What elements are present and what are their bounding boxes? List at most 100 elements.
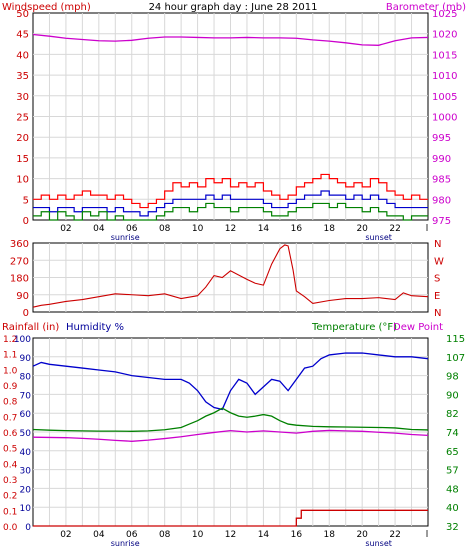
barometer-tick-label: 1000: [432, 113, 457, 124]
rainfall-tick-label: 0.2: [3, 492, 17, 502]
wind-x-tick-label: 16: [291, 224, 303, 234]
wind-tick-label: 0: [23, 216, 29, 227]
rainfall-tick-label: 1.0: [3, 366, 18, 376]
humidity-tick-label: 30: [20, 467, 32, 477]
wind-x-tick-label: 06: [126, 224, 138, 234]
compass-tick-label: S: [434, 274, 440, 285]
compass-tick-label: W: [434, 256, 444, 267]
temperature-tick-label: 57: [446, 466, 459, 477]
temperature-tick-label: 90: [446, 390, 459, 401]
rainfall-tick-label: 0.4: [3, 460, 18, 470]
wind-x-tick-label: 20: [356, 224, 368, 234]
wind-tick-label: 15: [16, 154, 29, 165]
humidity-tick-label: 0: [25, 523, 31, 533]
barometer-line: [32, 33, 429, 46]
temperature-tick-label: 32: [446, 522, 459, 533]
wind-tick-label: 10: [16, 175, 29, 186]
humidity-x-tick-label: 12: [225, 530, 236, 540]
temperature-tick-label: 115: [446, 334, 465, 345]
humidity-x-tick-label: 22: [389, 530, 400, 540]
humidity-x-tick-label: 16: [291, 530, 303, 540]
wind-tick-label: 20: [16, 133, 29, 144]
humidity-x-tick-label: 20: [356, 530, 368, 540]
wind-x-tick-label: l: [426, 224, 429, 234]
barometer-axis-title: Barometer (mb): [386, 2, 466, 13]
temperature-tick-label: 98: [446, 372, 459, 383]
wind-x-tick-label: 12: [225, 224, 236, 234]
barometer-tick-label: 990: [432, 154, 451, 165]
wind-x-marker-label: sunrise: [111, 233, 140, 242]
wind-x-tick-label: 08: [159, 224, 171, 234]
wind-tick-label: 45: [16, 30, 29, 41]
wind-x-tick-label: 14: [258, 224, 270, 234]
gust-line: [33, 173, 428, 209]
wind_avg-line: [33, 190, 428, 217]
humidity-tick-label: 10: [20, 504, 32, 514]
humidity-axis-title: Humidity %: [66, 322, 124, 333]
barometer-tick-label: 975: [432, 216, 451, 227]
wind-x-marker-label: sunset: [365, 233, 392, 242]
direction-tick-label: 180: [10, 274, 29, 285]
temperature-tick-label: 107: [446, 353, 465, 364]
wind-x-tick-label: 04: [93, 224, 105, 234]
humidity-tick-label: 40: [20, 448, 32, 458]
rainfall-axis-title: Rainfall (in): [2, 322, 59, 333]
barometer-tick-label: 1020: [432, 30, 457, 41]
humidity-x-tick-label: 06: [126, 530, 138, 540]
humidity-x-tick-label: l: [426, 530, 429, 540]
dewpoint-line: [32, 429, 429, 442]
temperature-tick-label: 40: [446, 503, 459, 514]
humidity-tick-label: 70: [20, 391, 32, 401]
barometer-tick-label: 985: [432, 175, 451, 186]
temperature-tick-label: 65: [446, 447, 459, 458]
direction-tick-label: 90: [16, 291, 29, 302]
temperature-line: [32, 407, 429, 432]
temperature-tick-label: 74: [446, 428, 459, 439]
humidity-x-tick-label: 14: [258, 530, 270, 540]
compass-tick-label: E: [434, 291, 440, 302]
rainfall-tick-label: 1.2: [3, 335, 17, 345]
barometer-tick-label: 1010: [432, 71, 457, 82]
temperature-tick-label: 82: [446, 409, 459, 420]
rainfall-tick-label: 1.1: [3, 351, 17, 361]
compass-tick-label: N: [434, 308, 441, 319]
humidity-tick-label: 60: [20, 410, 32, 420]
direction-tick-label: 270: [10, 256, 29, 267]
graph-title: 24 hour graph day : June 28 2011: [149, 2, 318, 13]
humidity-tick-label: 90: [20, 354, 32, 364]
rainfall-tick-label: 0.5: [3, 445, 17, 455]
barometer-tick-label: 1025: [432, 9, 457, 20]
humidity-x-tick-label: 18: [324, 530, 336, 540]
rainfall-tick-label: 0.1: [3, 507, 17, 517]
wind-tick-label: 25: [16, 113, 29, 124]
temperature-axis-title: Temperature (°F): [311, 322, 397, 333]
rainfall-line: [33, 509, 428, 527]
barometer-tick-label: 995: [432, 133, 451, 144]
temperature-tick-label: 48: [446, 484, 459, 495]
direction-tick-label: 360: [10, 239, 29, 250]
wind_min-line: [33, 202, 428, 221]
wind-tick-label: 30: [16, 92, 29, 103]
wind-x-tick-label: 02: [60, 224, 71, 234]
humidity-x-marker-label: sunrise: [111, 539, 140, 548]
wind-tick-label: 40: [16, 50, 29, 61]
barometer-tick-label: 1015: [432, 50, 457, 61]
barometer-tick-label: 980: [432, 195, 451, 206]
direction-tick-label: 0: [23, 308, 29, 319]
humidity-x-tick-label: 08: [159, 530, 171, 540]
humidity-tick-label: 50: [20, 429, 32, 439]
humidity-line: [32, 352, 429, 411]
wind-x-tick-label: 18: [324, 224, 336, 234]
humidity-x-tick-label: 02: [60, 530, 71, 540]
humidity-tick-label: 80: [20, 373, 32, 383]
wind-axis-title: Windspeed (mph): [2, 2, 91, 13]
wind-x-tick-label: 10: [192, 224, 204, 234]
humidity-tick-label: 20: [20, 485, 32, 495]
humidity-tick-label: 100: [14, 335, 31, 345]
rainfall-tick-label: 0.8: [3, 398, 18, 408]
rainfall-tick-label: 0.7: [3, 413, 17, 423]
direction-line: [32, 244, 429, 308]
rainfall-tick-label: 0.6: [3, 429, 18, 439]
wind-x-tick-label: 22: [389, 224, 400, 234]
